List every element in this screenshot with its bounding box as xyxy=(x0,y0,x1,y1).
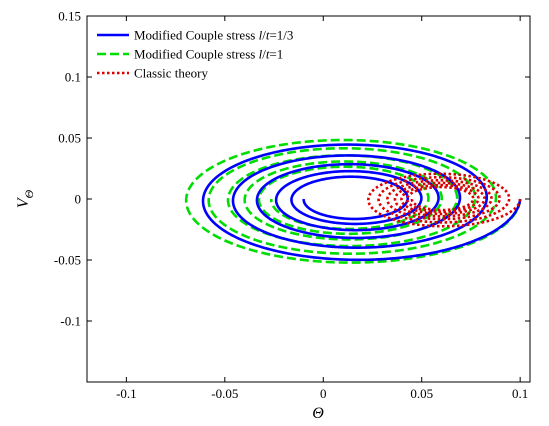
legend-label-part: / xyxy=(262,47,266,62)
legend-label-part: Classic theory xyxy=(134,66,209,81)
legend-label-3: Classic theory xyxy=(134,66,209,81)
legend-label-part: =1 xyxy=(269,47,283,62)
legend-label-part: l xyxy=(259,47,263,62)
legend-label-part: t xyxy=(266,28,270,43)
y-tick-label: 0.05 xyxy=(58,131,81,146)
legend-label-1: Modified Couple stress l/t=1/3 xyxy=(134,28,293,43)
series-line-3 xyxy=(367,172,522,228)
x-tick-label: -0.05 xyxy=(211,386,238,401)
legend-label-2: Modified Couple stress l/t=1 xyxy=(134,47,283,62)
y-tick-label: -0.1 xyxy=(60,314,81,329)
series-line-2 xyxy=(184,138,522,264)
legend-label-part: / xyxy=(262,28,266,43)
plot-area xyxy=(87,16,530,382)
series-line-1 xyxy=(201,143,522,262)
y-tick-label: -0.05 xyxy=(54,253,81,268)
y-axis-title: VΘ xyxy=(15,189,36,208)
legend-label-part: l xyxy=(259,28,263,43)
legend-label-part: Modified Couple stress xyxy=(134,28,259,43)
series-layer xyxy=(184,138,522,264)
ticks-layer: -0.1 -0.05 0 0.05 0.1 -0.1 -0.05 0 0.05 0.1 0.15 xyxy=(54,9,530,401)
y-axis-title-sub: Θ xyxy=(22,189,36,198)
y-tick-label: 0.1 xyxy=(65,70,81,85)
legend-label-part: t xyxy=(266,47,270,62)
legend-label-part: =1/3 xyxy=(269,28,293,43)
x-axis-title: Θ xyxy=(312,405,324,422)
x-tick-label: -0.1 xyxy=(116,386,137,401)
x-tick-label: 0.05 xyxy=(410,386,433,401)
y-tick-label: 0.15 xyxy=(58,9,81,24)
x-tick-label: 0.1 xyxy=(512,386,528,401)
y-tick-label: 0 xyxy=(75,192,82,207)
svg-text:VΘ: VΘ xyxy=(15,189,36,208)
y-axis-title-main: V xyxy=(15,196,32,208)
legend-label-part: Modified Couple stress xyxy=(134,47,259,62)
x-tick-label: 0 xyxy=(320,386,327,401)
